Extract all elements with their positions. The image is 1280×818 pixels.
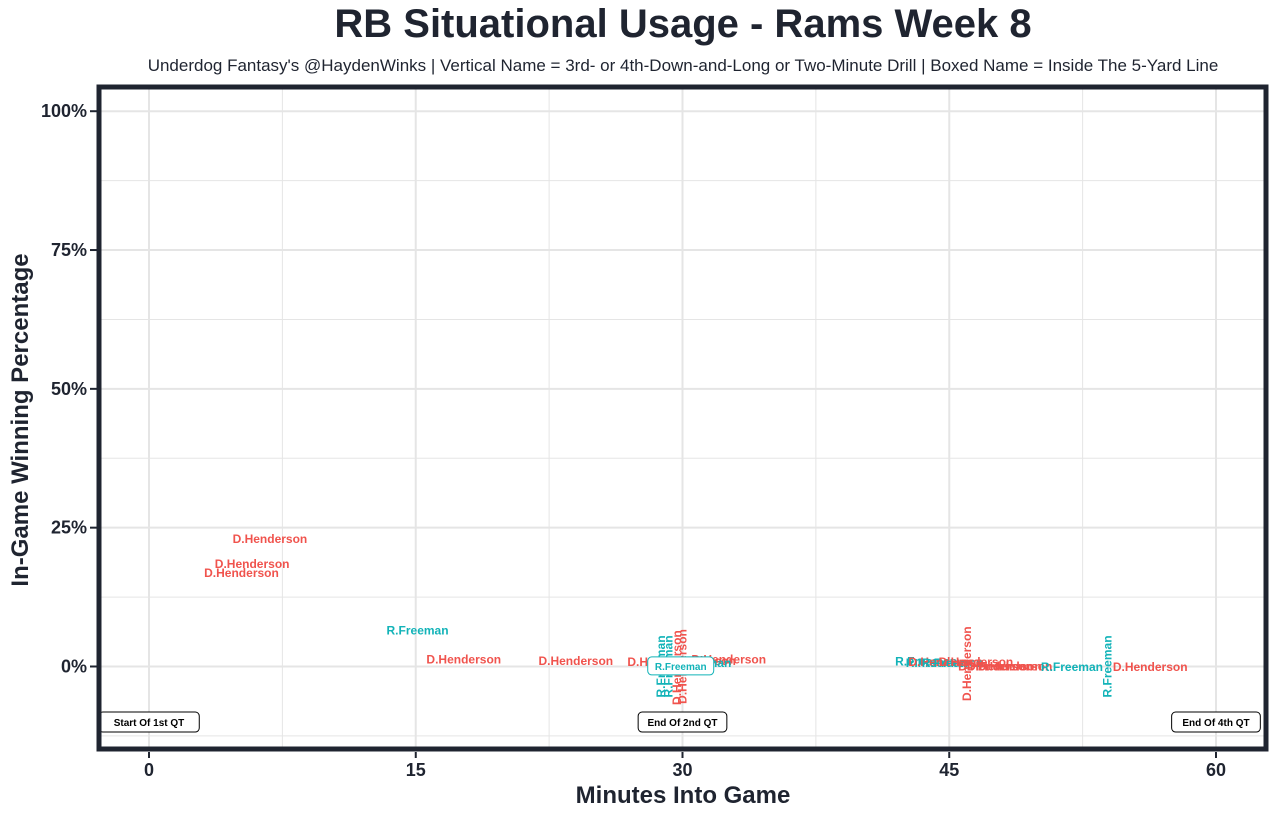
chart-title: RB Situational Usage - Rams Week 8: [334, 2, 1032, 46]
data-point-label: D.Henderson: [215, 557, 290, 571]
data-point-label: D.Henderson: [939, 655, 1014, 669]
data-point-label: R.Freeman: [906, 656, 968, 670]
data-point-label: R.Freeman: [1101, 635, 1115, 697]
quarter-annotation-frame: [1171, 711, 1261, 733]
data-point-label: R.Freeman: [655, 662, 707, 673]
x-tick-label: 0: [144, 760, 154, 780]
data-point-label: R.Freeman: [922, 656, 984, 670]
x-tick-label: 60: [1206, 760, 1226, 780]
y-axis-ticks: 0% 25% 50% 75% 100%: [41, 101, 97, 676]
y-tick-label: 75%: [51, 240, 87, 260]
data-point-label: D.Henderson: [978, 659, 1053, 673]
data-point-label: D.Henderson: [960, 626, 974, 701]
quarter-annotation: End Of 2nd QT: [637, 711, 728, 733]
y-tick-label: 50%: [51, 379, 87, 399]
quarter-annotations: Start Of 1st QT End Of 2nd QT End Of 4th Q…: [98, 711, 1261, 733]
y-tick-label: 25%: [51, 518, 87, 538]
quarter-annotation-label: Start Of 1st QT: [114, 718, 185, 729]
boxed-point: R.Freeman: [647, 656, 715, 676]
data-labels: D.HendersonD.HendersonD.HendersonR.Freem…: [204, 532, 1187, 705]
x-axis-ticks: 0 15 30 45 60: [144, 752, 1226, 780]
data-point-label: D.Henderson: [908, 655, 983, 669]
data-point-label: D.Henderson: [426, 652, 501, 666]
data-point-label: R.Freeman: [895, 654, 957, 668]
chart-subtitle: Underdog Fantasy's @HaydenWinks | Vertic…: [147, 56, 1219, 75]
quarter-annotation: Start Of 1st QT: [98, 711, 200, 733]
data-point-label: D.Henderson: [967, 659, 1042, 673]
x-tick-label: 15: [406, 760, 426, 780]
y-tick-label: 0%: [61, 656, 87, 676]
data-point-label: D.Henderson: [233, 532, 308, 546]
x-axis-label: Minutes Into Game: [576, 782, 791, 809]
y-tick-label: 100%: [41, 101, 87, 121]
x-tick-label: 45: [939, 760, 959, 780]
data-point-label: D.Henderson: [538, 654, 613, 668]
panel-border: [96, 84, 1269, 752]
quarter-annotation-label: End Of 4th QT: [1182, 718, 1249, 729]
data-point-label: D.Henderson: [204, 566, 279, 580]
x-tick-label: 30: [672, 760, 692, 780]
data-point-label: D.Henderson: [1113, 660, 1188, 674]
quarter-annotation: End Of 4th QT: [1171, 711, 1261, 733]
quarter-annotation-label: End Of 2nd QT: [648, 718, 718, 729]
data-point-label: R.Freeman: [1041, 660, 1103, 674]
grid-lines: [101, 89, 1264, 747]
data-point-label: R.Freeman: [387, 623, 449, 637]
y-axis-label: In-Game Winning Percentage: [7, 253, 34, 586]
quarter-annotation-frame: [637, 711, 728, 733]
boxed-point-frame: [647, 656, 715, 676]
data-point-label: D.Henderson: [958, 659, 1033, 673]
